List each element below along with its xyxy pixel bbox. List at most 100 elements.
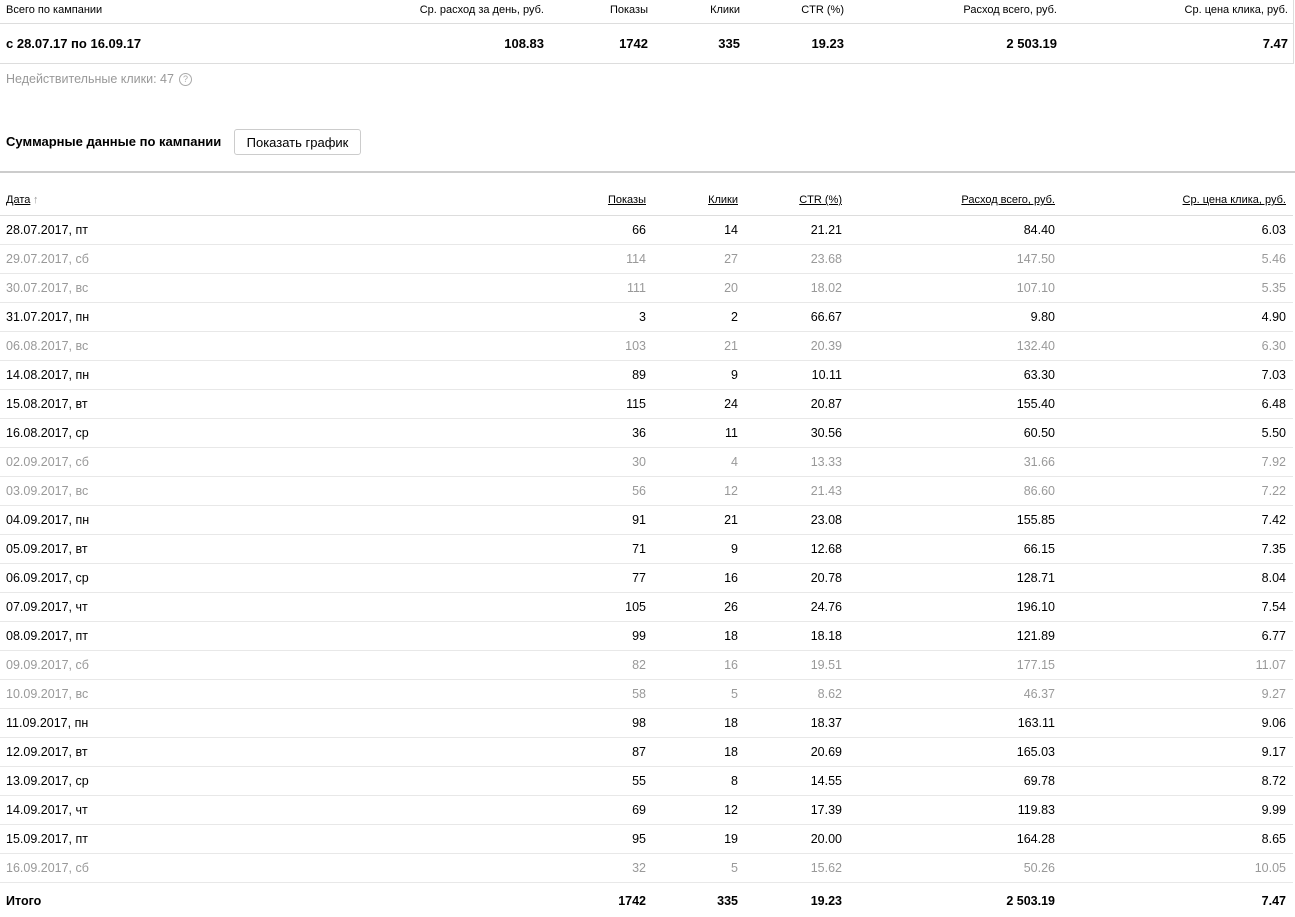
cell-impressions: 87 [632,745,646,759]
cell-clicks: 16 [724,571,738,585]
cell-ctr: 15.62 [810,861,842,875]
cell-spend: 9.80 [1030,310,1055,324]
table-row: 15.09.2017, пт 95 19 20.00 164.28 8.65 [0,825,1293,854]
cell-cpc: 6.77 [1261,629,1286,643]
cell-clicks: 21 [724,339,738,353]
cell-spend: 121.89 [1016,629,1055,643]
cell-cpc: 7.42 [1261,513,1286,527]
cell-impressions: 82 [632,658,646,672]
cell-spend: 84.40 [1023,223,1055,237]
table-row: 13.09.2017, ср 55 8 14.55 69.78 8.72 [0,767,1293,796]
table-row: 15.08.2017, вт 115 24 20.87 155.40 6.48 [0,390,1293,419]
table-row: 14.08.2017, пн 89 9 10.11 63.30 7.03 [0,361,1293,390]
table-row: 07.09.2017, чт 105 26 24.76 196.10 7.54 [0,593,1293,622]
cell-ctr: 13.33 [810,455,842,469]
cell-ctr: 18.02 [810,281,842,295]
cell-date: 13.09.2017, ср [6,774,89,788]
column-header-cpc[interactable]: Ср. цена клика, руб. [1182,194,1286,206]
total-ctr: 19.23 [810,894,842,908]
cell-ctr: 23.08 [810,513,842,527]
cell-cpc: 9.99 [1261,803,1286,817]
campaign-summary-table: Всего по кампании Ср. расход за день, ру… [0,0,1294,64]
cell-clicks: 18 [724,629,738,643]
cell-cpc: 11.07 [1255,658,1286,672]
cell-spend: 132.40 [1016,339,1055,353]
cell-cpc: 4.90 [1261,310,1286,324]
table-row: 09.09.2017, сб 82 16 19.51 177.15 11.07 [0,651,1293,680]
cell-cpc: 8.72 [1261,774,1286,788]
table-row: 10.09.2017, вс 58 5 8.62 46.37 9.27 [0,680,1293,709]
cell-date: 07.09.2017, чт [6,600,88,614]
total-cpc: 7.47 [1261,894,1286,908]
cell-spend: 164.28 [1016,832,1055,846]
cell-date: 16.09.2017, сб [6,861,89,875]
summary-impressions: 1742 [619,36,648,51]
column-header-impressions[interactable]: Показы [607,194,646,206]
cell-cpc: 6.48 [1261,397,1286,411]
cell-cpc: 6.30 [1261,339,1286,353]
cell-cpc: 8.65 [1261,832,1286,846]
cell-date: 08.09.2017, пт [6,629,89,643]
column-header-clicks[interactable]: Клики [708,194,738,206]
cell-spend: 66.15 [1023,542,1055,556]
table-row: 08.09.2017, пт 99 18 18.18 121.89 6.77 [0,622,1293,651]
cell-spend: 31.66 [1023,455,1055,469]
show-chart-button[interactable]: Показать график [234,129,361,155]
cell-ctr: 20.39 [810,339,842,353]
help-icon[interactable]: ? [178,72,192,86]
table-row: 28.07.2017, пт 66 14 21.21 84.40 6.03 [0,216,1293,245]
column-header-date-label[interactable]: Дата [6,194,31,206]
table-header: Дата ↑ Показы Клики CTR (%) Расход всего… [0,173,1293,216]
table-row: 29.07.2017, сб 114 27 23.68 147.50 5.46 [0,245,1293,274]
summary-cpc: 7.47 [1262,36,1288,51]
cell-ctr: 23.68 [810,252,842,266]
cell-date: 10.09.2017, вс [6,687,89,701]
column-header-ctr[interactable]: CTR (%) [799,194,842,206]
cell-clicks: 21 [724,513,738,527]
table-row: 16.09.2017, сб 32 5 15.62 50.26 10.05 [0,854,1293,883]
cell-clicks: 18 [724,745,738,759]
cell-spend: 107.10 [1016,281,1055,295]
cell-ctr: 20.00 [810,832,842,846]
cell-date: 12.09.2017, вт [6,745,88,759]
cell-clicks: 19 [724,832,738,846]
cell-impressions: 103 [625,339,646,353]
cell-cpc: 5.35 [1261,281,1286,295]
cell-clicks: 27 [724,252,738,266]
table-total-row: Итого 1742 335 19.23 2 503.19 7.47 [0,883,1293,917]
sort-ascending-icon[interactable]: ↑ [33,194,39,206]
column-header-date[interactable]: Дата [6,194,30,206]
invalid-clicks: Недействительные клики: 47 ? [6,72,192,86]
cell-date: 06.09.2017, ср [6,571,89,585]
cell-cpc: 7.03 [1261,368,1286,382]
table-row: 04.09.2017, пн 91 21 23.08 155.85 7.42 [0,506,1293,535]
cell-ctr: 18.37 [810,716,842,730]
cell-date: 05.09.2017, вт [6,542,88,556]
cell-clicks: 5 [731,861,738,875]
total-spend: 2 503.19 [1006,894,1055,908]
cell-impressions: 111 [626,281,646,295]
summary-header-ctr: CTR (%) [801,4,844,16]
cell-clicks: 11 [725,426,738,440]
summary-header: Всего по кампании Ср. расход за день, ру… [0,0,1293,24]
cell-impressions: 91 [632,513,646,527]
cell-cpc: 6.03 [1261,223,1286,237]
cell-clicks: 12 [724,803,738,817]
cell-clicks: 9 [731,368,738,382]
cell-cpc: 9.27 [1261,687,1286,701]
column-header-spend[interactable]: Расход всего, руб. [961,194,1055,206]
summary-spend: 2 503.19 [1006,36,1057,51]
table-row: 16.08.2017, ср 36 11 30.56 60.50 5.50 [0,419,1293,448]
table-row: 31.07.2017, пн 3 2 66.67 9.80 4.90 [0,303,1293,332]
cell-cpc: 9.17 [1261,745,1286,759]
cell-impressions: 89 [632,368,646,382]
cell-date: 15.08.2017, вт [6,397,88,411]
cell-date: 06.08.2017, вс [6,339,89,353]
cell-impressions: 3 [639,310,646,324]
cell-date: 15.09.2017, пт [6,832,89,846]
total-impressions: 1742 [618,894,646,908]
total-clicks: 335 [717,894,738,908]
cell-ctr: 20.87 [810,397,842,411]
cell-spend: 147.50 [1016,252,1055,266]
summary-header-spend: Расход всего, руб. [963,4,1057,16]
